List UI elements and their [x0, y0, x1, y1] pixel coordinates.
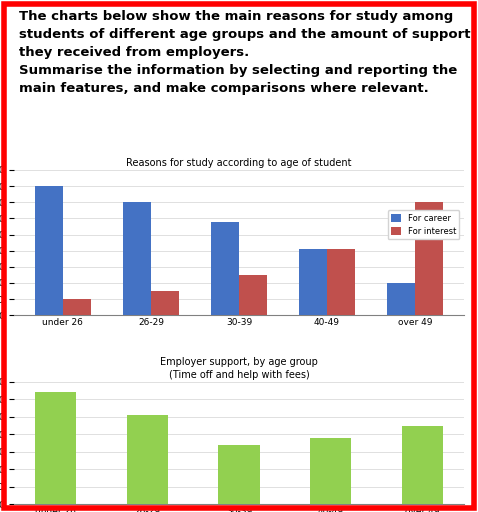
Bar — [415, 202, 443, 315]
Bar — [310, 438, 351, 504]
Title: Reasons for study according to age of student: Reasons for study according to age of st… — [126, 158, 352, 168]
Title: Employer support, by age group
(Time off and help with fees): Employer support, by age group (Time off… — [160, 356, 318, 380]
Bar — [35, 186, 63, 315]
Bar — [327, 249, 355, 315]
Bar — [402, 425, 443, 504]
Bar — [63, 299, 91, 315]
Legend: For career, For interest: For career, For interest — [388, 210, 459, 239]
Bar — [387, 283, 415, 315]
Bar — [218, 445, 260, 504]
Bar — [211, 222, 239, 315]
Text: The charts below show the main reasons for study among
students of different age: The charts below show the main reasons f… — [19, 10, 470, 95]
Bar — [239, 275, 267, 315]
Bar — [299, 249, 327, 315]
Bar — [151, 291, 179, 315]
Bar — [35, 392, 76, 504]
Bar — [127, 415, 168, 504]
Bar — [123, 202, 151, 315]
